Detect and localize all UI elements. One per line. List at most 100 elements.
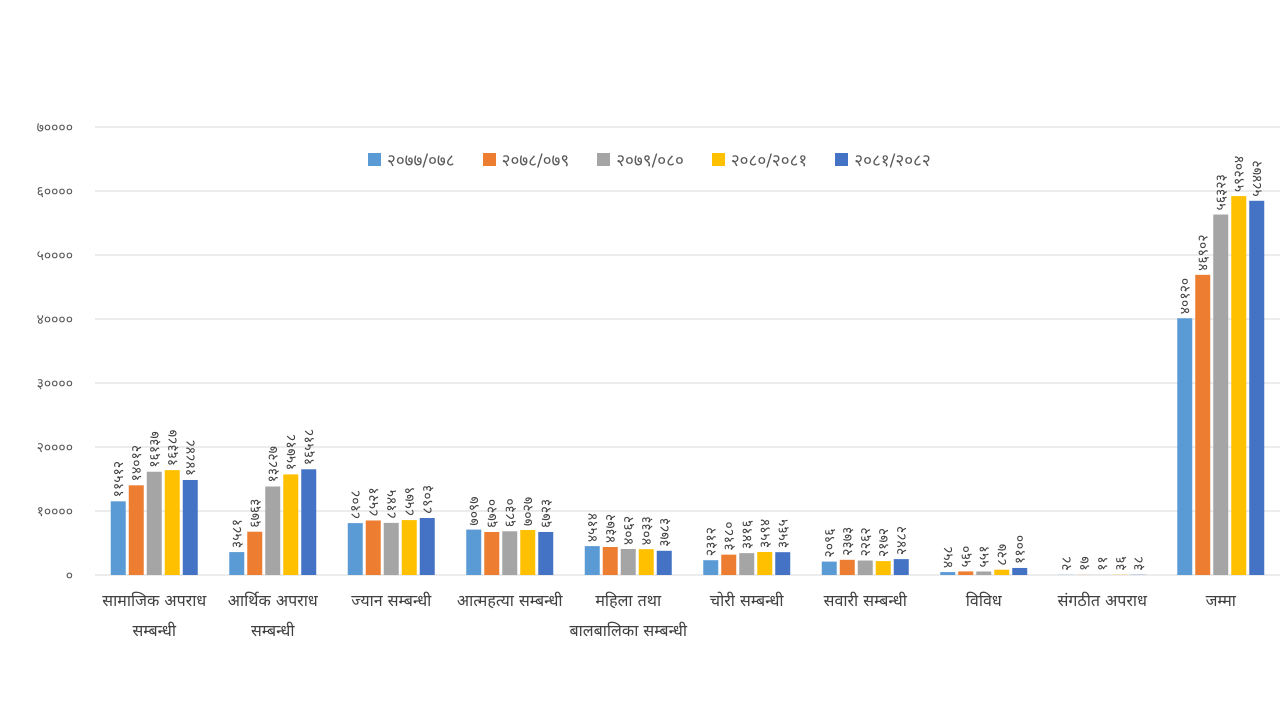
data-label: ३६: [1113, 556, 1129, 571]
data-label: ५६०: [959, 546, 975, 568]
legend-swatch: [711, 153, 725, 166]
bar: [146, 471, 162, 575]
legend-swatch: [368, 153, 381, 166]
legend-label: २०७७/०७८: [387, 151, 455, 171]
bar: [538, 531, 554, 575]
data-label: ४०३३: [639, 516, 655, 545]
data-label: ३५९४: [758, 519, 774, 548]
data-label: २१७२: [876, 528, 892, 557]
bar: [976, 571, 992, 575]
data-label: ३७८३: [657, 518, 673, 547]
data-label: ६७२३: [539, 499, 555, 528]
bar: [283, 474, 299, 575]
legend-item: २०७९/०८०: [597, 148, 684, 171]
category-label: आर्थिक अपराध सम्बन्धी: [227, 591, 318, 640]
bar: [229, 552, 245, 575]
bar: [502, 531, 518, 575]
data-label: २४८२: [894, 526, 910, 555]
data-label: ६८३०: [503, 498, 519, 527]
data-label: ३४१६: [740, 520, 756, 549]
data-label: ३८: [1131, 556, 1147, 571]
bar: [383, 522, 399, 575]
category-label: विविध: [965, 591, 1002, 610]
data-label: ६७२०: [485, 499, 501, 528]
bar: [301, 469, 317, 575]
data-label: १४०१२: [129, 445, 145, 481]
category-label: आत्महत्या सम्बन्धी: [456, 591, 563, 610]
category-label: संगठीत अपराध: [1057, 591, 1147, 610]
data-label: ३५६५: [776, 519, 792, 548]
bar: [1213, 214, 1229, 575]
legend-swatch: [482, 153, 496, 166]
legend: २०७७/०७८ २०७८/०७९ २०७९/०८० २०८०/२०८१ २०८…: [368, 148, 931, 171]
legend-item: २०८०/२०८१: [711, 148, 808, 171]
data-label: ४३७२: [603, 514, 619, 543]
legend-swatch: [835, 153, 849, 166]
y-tick-label: ०: [66, 568, 73, 584]
legend-label: २०८०/२०८१: [730, 151, 808, 171]
data-label: ८५२१: [366, 487, 382, 516]
bar: [128, 485, 144, 575]
bar: [484, 531, 500, 575]
data-label: ५९२०४: [1232, 156, 1248, 192]
y-tick-label: ५००००: [37, 248, 73, 264]
bar: [739, 553, 755, 575]
data-label: १७: [1077, 556, 1093, 571]
category-label: सवारी सम्बन्धी: [823, 591, 907, 610]
bar: [775, 552, 791, 575]
data-label: ४०६२: [621, 516, 637, 545]
bar: [347, 523, 363, 575]
data-label: ५५१: [977, 546, 993, 568]
bar: [1195, 274, 1211, 575]
bar: [1249, 200, 1265, 575]
data-label: ३५८१: [230, 519, 246, 548]
data-label: १६३८७: [165, 430, 181, 466]
bar: [466, 529, 482, 575]
bar: [703, 560, 719, 575]
bar: [620, 549, 636, 575]
data-label: १३८२७: [266, 446, 282, 482]
data-label: २८: [1059, 556, 1075, 571]
legend-item: २०७७/०७८: [368, 148, 455, 171]
bar: [994, 569, 1010, 575]
bar: [419, 518, 435, 575]
data-label: १५७१८: [284, 434, 300, 470]
bar: [182, 479, 198, 575]
bar: [602, 547, 618, 575]
data-label: २३१२: [704, 527, 720, 556]
data-label: ६७६३: [248, 499, 264, 528]
data-label: ११: [1095, 556, 1111, 571]
y-tick-label: २००००: [37, 440, 73, 456]
bar: [940, 572, 956, 575]
data-label: ८१०८: [348, 490, 364, 519]
data-label: १६१३७: [147, 431, 163, 467]
data-label: ५८४७२: [1250, 160, 1266, 196]
bar: [247, 531, 263, 575]
bar: [1231, 196, 1247, 575]
bar: [721, 554, 737, 575]
bar: [584, 546, 600, 575]
bar: [1012, 567, 1028, 575]
legend-label: २०७९/०८०: [616, 151, 684, 171]
bar: [656, 550, 672, 575]
data-label: ८९०३: [420, 485, 436, 514]
data-label: ८२७: [995, 544, 1011, 566]
bar: [857, 560, 873, 575]
bar: [821, 561, 837, 575]
bar: [110, 501, 126, 575]
data-label: १४८४८: [183, 440, 199, 476]
bar: [638, 549, 654, 575]
y-tick-label: ७००००: [37, 120, 73, 136]
data-label: ३१८०: [722, 522, 738, 551]
bar: [365, 520, 381, 575]
y-tick-label: ४००००: [37, 312, 73, 328]
data-label: ११००: [1013, 535, 1029, 564]
legend-label: २०७८/०७९: [501, 151, 570, 171]
bar: [520, 530, 536, 575]
data-label: ८५७९: [402, 487, 418, 516]
data-label: १६५१८: [302, 429, 318, 465]
category-label: महिला तथा बालबालिका सम्बन्धी: [569, 591, 688, 640]
bar: [875, 561, 891, 575]
data-label: ११५१२: [111, 461, 127, 497]
